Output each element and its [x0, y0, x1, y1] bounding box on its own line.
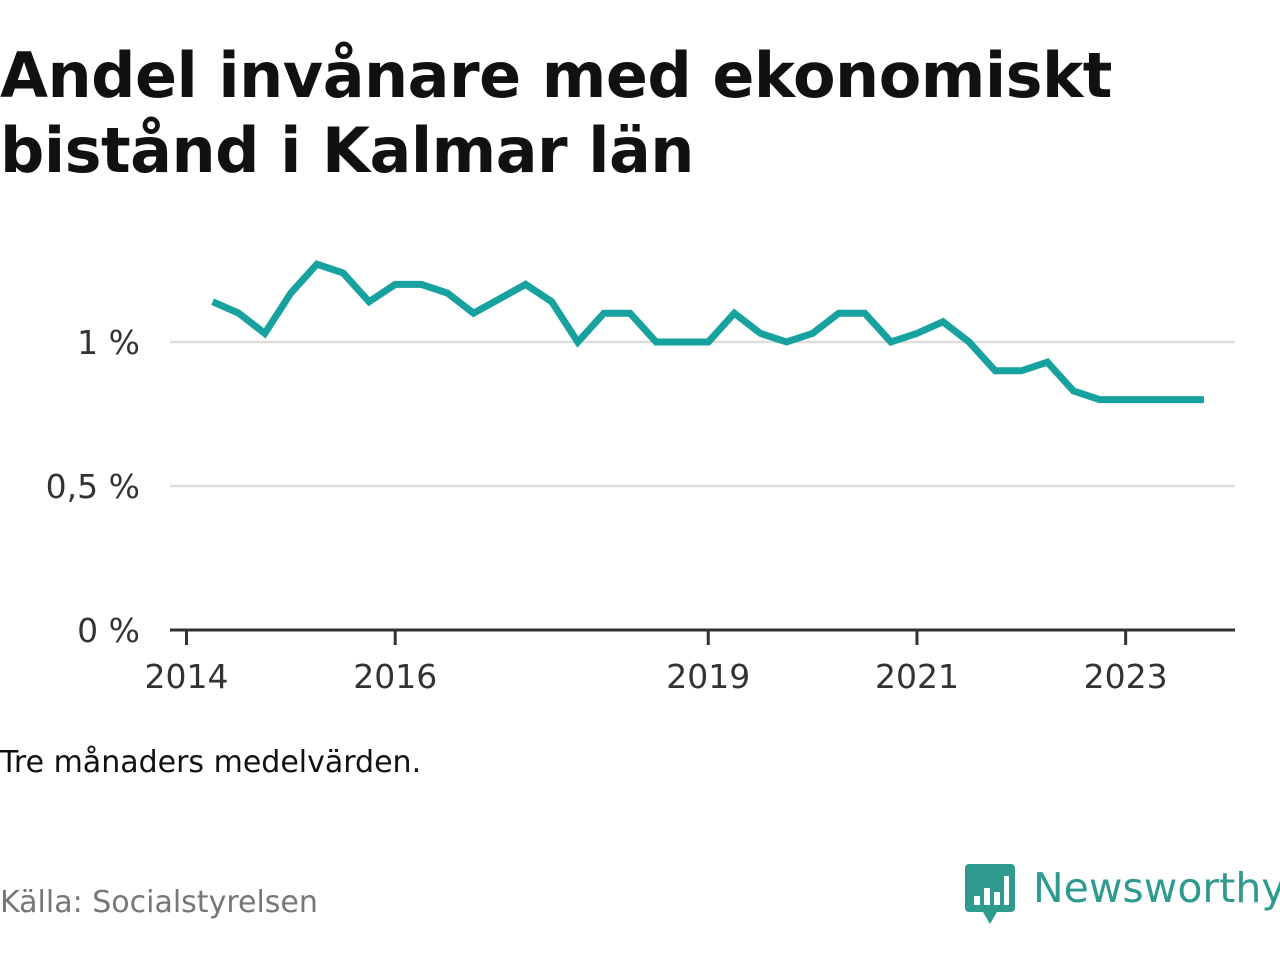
x-tick-label: 2019	[666, 657, 750, 696]
source-text: Källa: Socialstyrelsen	[0, 885, 318, 920]
x-tick-label: 2014	[145, 657, 229, 696]
grid-lines	[170, 340, 1235, 488]
y-tick-label: 1 %	[77, 323, 140, 362]
x-tick-label: 2016	[353, 657, 437, 696]
x-tick-label: 2023	[1084, 657, 1168, 696]
brand-name: Newsworthy	[1033, 864, 1280, 912]
y-tick-label: 0 %	[77, 611, 140, 650]
y-tick-label: 0,5 %	[46, 467, 140, 506]
x-tick-label: 2021	[875, 657, 959, 696]
series-layer	[211, 260, 1204, 404]
x-axis: 2014 2016 2019 2021 2023	[145, 628, 1235, 696]
newsworthy-logo-icon	[965, 864, 1015, 924]
brand-logo: Newsworthy	[965, 864, 1280, 926]
y-axis-labels: 0 % 0,5 % 1 %	[46, 323, 140, 650]
series-line	[211, 260, 1204, 404]
chart-title: Andel invånare med ekonomiskt bistånd i …	[0, 39, 1112, 187]
chart-note: Tre månaders medelvärden.	[0, 745, 422, 780]
